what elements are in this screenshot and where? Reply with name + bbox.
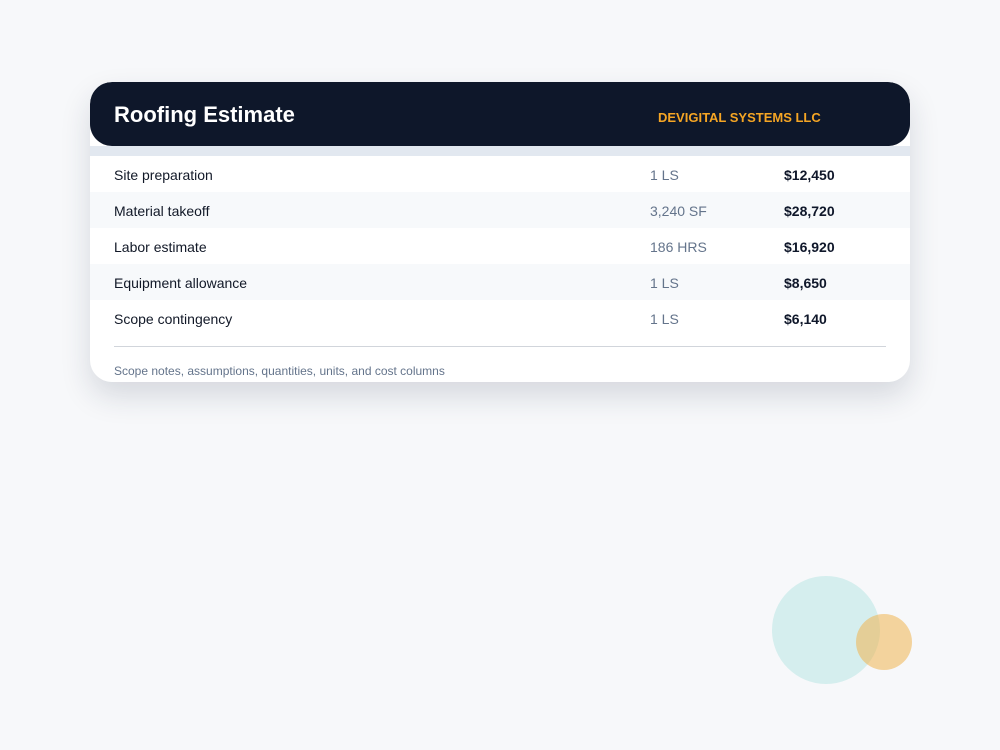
- table-row: Labor estimate 186 HRS $16,920: [90, 228, 910, 264]
- table-row: Scope contingency 1 LS $6,140: [90, 300, 910, 336]
- cost: $12,450: [784, 167, 835, 183]
- estimate-card: Roofing Estimate DEVIGITAL SYSTEMS LLC S…: [90, 82, 910, 382]
- cost: $8,650: [784, 275, 827, 291]
- table-row: Material takeoff 3,240 SF $28,720: [90, 192, 910, 228]
- table-row: Equipment allowance 1 LS $8,650: [90, 264, 910, 300]
- item: Material takeoff: [114, 203, 210, 219]
- title: Roofing Estimate: [114, 102, 295, 127]
- header-band: [90, 146, 910, 156]
- quantity: 1 LS: [650, 311, 679, 327]
- divider: [114, 346, 886, 347]
- cost: $6,140: [784, 311, 827, 327]
- quantity: 1 LS: [650, 167, 679, 183]
- item: Scope contingency: [114, 311, 233, 327]
- table-row: Site preparation 1 LS $12,450: [90, 156, 910, 192]
- table: Site preparation 1 LS $12,450 Material take…: [90, 156, 910, 336]
- decor-circle: [856, 614, 912, 670]
- item: Site preparation: [114, 167, 213, 183]
- company: DEVIGITAL SYSTEMS LLC: [658, 110, 821, 125]
- item: Equipment allowance: [114, 275, 248, 291]
- item: Labor estimate: [114, 239, 207, 255]
- quantity: 3,240 SF: [650, 203, 707, 219]
- quantity: 186 HRS: [650, 239, 707, 255]
- footer-note: Scope notes, assumptions, quantities, un…: [114, 364, 445, 378]
- cost: $16,920: [784, 239, 835, 255]
- card-header: Roofing Estimate DEVIGITAL SYSTEMS LLC: [90, 82, 910, 146]
- quantity: 1 LS: [650, 275, 679, 291]
- cost: $28,720: [784, 203, 835, 219]
